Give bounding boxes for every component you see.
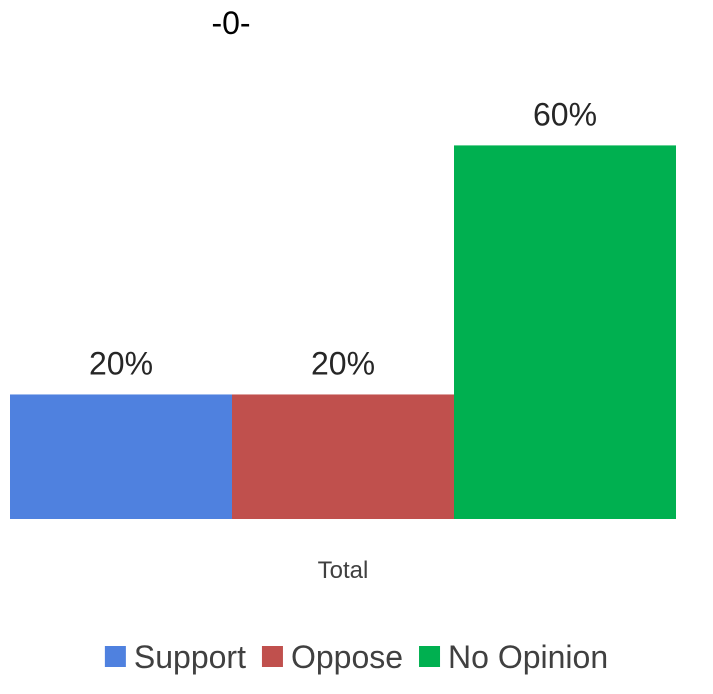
legend-label-support: Support (134, 639, 246, 675)
bar-no-opinion (454, 145, 676, 519)
data-label-oppose: 20% (311, 345, 375, 381)
legend-label-oppose: Oppose (291, 639, 403, 675)
category-label-total: Total (318, 557, 369, 584)
chart-title: -0- (211, 5, 250, 41)
data-label-support: 20% (89, 345, 153, 381)
bar-oppose (232, 394, 454, 519)
data-labels-group: 20% 20% 60% (89, 96, 597, 381)
legend-swatch-oppose (261, 646, 283, 667)
bars-group (10, 145, 676, 519)
legend-label-no-opinion: No Opinion (448, 639, 608, 675)
legend-swatch-no-opinion (419, 646, 441, 667)
legend-swatch-support (104, 646, 126, 667)
data-label-no-opinion: 60% (533, 96, 597, 132)
legend: Support Oppose No Opinion (104, 639, 608, 675)
bar-support (10, 394, 232, 519)
